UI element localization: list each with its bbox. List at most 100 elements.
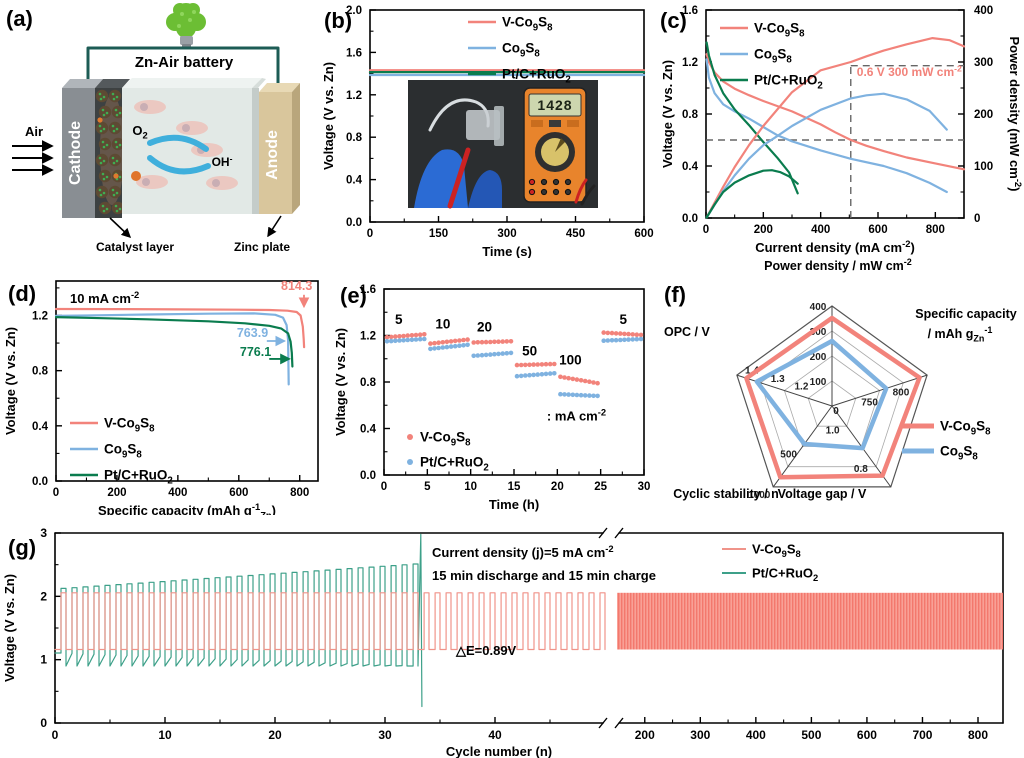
radar-tick-label: 1.2 [795, 382, 809, 393]
circle-element [471, 353, 476, 359]
zinc-callout-arrow [267, 215, 282, 238]
circle-element [461, 337, 466, 343]
y-tick-label: 0 [974, 213, 980, 225]
circle-element [587, 393, 592, 398]
circle-element [601, 338, 606, 343]
circle-element [112, 129, 116, 133]
catalyst-sphere [95, 153, 109, 167]
circle-element [436, 345, 441, 351]
legend-label: Pt/C+RuO2 [502, 67, 571, 86]
y-tick-label: 1.6 [346, 47, 362, 59]
legend-label: Pt/C+RuO2 [104, 468, 173, 487]
circle-element [102, 159, 106, 163]
radar-tick-label: 1000 [748, 490, 771, 501]
circle-element [142, 178, 150, 186]
radar-spoke [772, 405, 833, 488]
legend: V-Co9S8 Co9S8 Pt/C+RuO2 [720, 21, 823, 91]
radar-tick-label: 0 [833, 406, 839, 417]
probe-wire-red [574, 178, 588, 204]
axis-title-capacity: Specific capacity [915, 307, 1016, 321]
circle-element [574, 392, 580, 398]
x-axis-label: Time (h) [489, 497, 539, 512]
panel-a-diagram: Zn-Air battery Cathode O2 OH- Anode Air Cataly… [12, 3, 300, 254]
circle-element [465, 337, 470, 342]
circle-element [528, 188, 536, 196]
circle-element [630, 332, 635, 337]
y-tick-label: 300 [974, 57, 993, 69]
legend: V-Co9S8 Co9S8 Pt/C+RuO2 [468, 15, 571, 86]
rate-label: 100 [559, 353, 582, 368]
radar-ring [807, 380, 857, 427]
x-tick-label: 700 [912, 728, 932, 742]
panel-c-chart: 0 200 400 600 800 0.0 0.4 0.8 1.2 1.6 0 100 200 300 40… [660, 5, 1024, 255]
circle-element [591, 393, 596, 399]
circle-element [101, 204, 105, 208]
circle-element [523, 362, 528, 368]
legend-label: Co9S8 [940, 444, 978, 463]
zinc-plate-label: Zinc plate [234, 240, 290, 254]
circle-element [587, 379, 592, 384]
break-mark [614, 527, 624, 539]
circle-element [465, 342, 470, 348]
circle-element [409, 333, 415, 338]
separator [252, 88, 259, 214]
circle-element [605, 330, 611, 336]
legend-swatch [407, 459, 413, 465]
circle-element [578, 392, 584, 398]
power-green [705, 169, 799, 219]
circle-element [111, 92, 115, 96]
circle-element [564, 178, 572, 186]
circle-element [582, 393, 588, 398]
catalyst-sphere [108, 121, 122, 135]
circle-element [448, 339, 454, 344]
path-element [555, 138, 565, 152]
x-tick-label: 800 [926, 224, 945, 236]
circle-element [488, 339, 493, 345]
x-tick-label: 10 [158, 728, 172, 742]
current-density-note: 10 mA cm-2 [70, 289, 139, 306]
circle-element [97, 117, 103, 123]
circle-element [531, 362, 536, 367]
legend-label: V-Co9S8 [104, 416, 155, 435]
glove [468, 170, 502, 208]
catalyst-sphere [111, 105, 125, 119]
circle-element [384, 334, 390, 340]
circle-element [105, 207, 109, 211]
x-tick-label: 600 [868, 224, 887, 236]
legend-label: Co9S8 [754, 47, 792, 66]
circle-element [118, 207, 122, 211]
cathode-top [62, 79, 103, 88]
circle-element [102, 95, 106, 99]
x-tick-label: 600 [229, 487, 248, 499]
circle-element [401, 333, 406, 339]
circle-element [111, 124, 115, 128]
dots-salmon [384, 330, 644, 386]
x-tick-label: 10 [464, 481, 477, 493]
plot-frame [383, 288, 645, 476]
circle-element [613, 337, 619, 343]
capacity-annotation: 776.1 [240, 345, 271, 359]
circle-element [475, 340, 481, 345]
battery-title: Zn-Air battery [135, 54, 234, 71]
circle-element [118, 175, 122, 179]
catalyst-sphere [95, 89, 109, 103]
circle-element [605, 338, 611, 343]
series-salmon [54, 307, 306, 349]
circle-element [99, 193, 103, 197]
axis-title-voltage-gap: Voltage gap / V [778, 487, 867, 501]
circle-element [518, 362, 524, 368]
panel-f-label: (f) [664, 282, 686, 307]
y-tick-label: 0.4 [682, 161, 699, 173]
panel-g-label: (g) [8, 535, 37, 560]
panel-b-label: (b) [324, 8, 353, 33]
circle-element [514, 362, 520, 368]
y-tick-label: 1.2 [32, 310, 48, 322]
circle-element [413, 332, 419, 338]
legend-label: V-Co9S8 [502, 15, 553, 34]
circle-element [609, 330, 615, 336]
circle-element [99, 161, 103, 165]
legend-label: V-Co9S8 [754, 21, 805, 40]
x-tick-label: 20 [268, 728, 282, 742]
circle-element [173, 3, 187, 17]
panel-d-label: (d) [8, 281, 37, 306]
